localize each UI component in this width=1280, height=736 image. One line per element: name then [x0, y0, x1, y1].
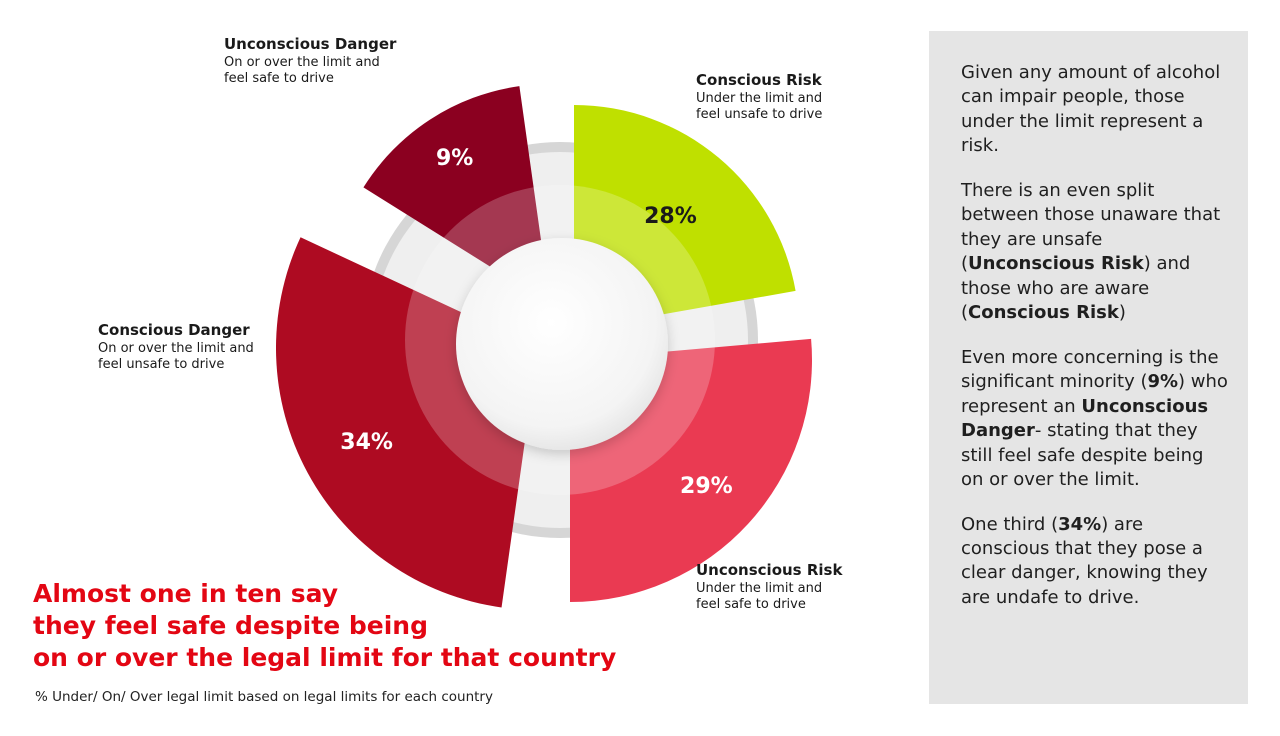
conscious-risk-label: Conscious Risk Under the limit and feel … [696, 71, 822, 124]
insight-panel: Given any amount of alcohol can impair p… [929, 31, 1248, 704]
conscious-danger-percent-label: 34% [340, 430, 393, 455]
unconscious-danger-desc-line-1: On or over the limit and [224, 54, 380, 70]
headline: Almost one in ten say they feel safe des… [33, 578, 693, 674]
conscious-risk-desc-line-1: Under the limit and [696, 90, 823, 106]
panel-text: One third ( [961, 513, 1059, 535]
panel-emphasis: Unconscious Danger [961, 395, 1209, 442]
panel-paragraph-1: Given any amount of alcohol can impair p… [961, 61, 1228, 159]
panel-emphasis: Unconscious Risk [968, 253, 1144, 275]
panel-emphasis: 9% [1147, 371, 1179, 393]
unconscious-danger-desc-line-2: feel safe to drive [224, 71, 334, 87]
headline-line-3: on or over the legal limit for that coun… [33, 643, 617, 672]
donut-chart: 28% 29% 34% 9% [276, 86, 812, 608]
unconscious-risk-label: Unconscious Risk Under the limit and fee… [696, 561, 842, 614]
unconscious-danger-label: Unconscious Danger On or over the limit … [224, 35, 396, 88]
panel-paragraph-4: One third (34%) are conscious that they … [961, 513, 1228, 611]
conscious-risk-percent-label: 28% [644, 204, 697, 229]
panel-text: - stating that they still feel safe desp… [961, 420, 1204, 491]
panel-paragraph-2: There is an even split between those una… [961, 179, 1228, 326]
panel-text: ) [1118, 302, 1126, 324]
panel-text: ) who represent an [961, 371, 1228, 417]
center-hub [456, 238, 668, 450]
panel-text: Even more concerning is the significant … [961, 346, 1219, 393]
unconscious-risk-desc-line-1: Under the limit and [696, 580, 823, 596]
conscious-danger-desc-line-1: On or over the limit and [98, 340, 254, 356]
conscious-danger-desc-line-2: feel unsafe to drive [98, 357, 225, 373]
headline-line-1: Almost one in ten say [33, 579, 339, 608]
unconscious-risk-desc-line-2: feel safe to drive [696, 597, 806, 613]
footnote: % Under/ On/ Over legal limit based on l… [35, 689, 493, 705]
conscious-danger-label: Conscious Danger On or over the limit an… [98, 321, 254, 374]
headline-line-2: they feel safe despite being [33, 611, 428, 640]
conscious-risk-title: Conscious Risk [696, 71, 822, 89]
panel-emphasis: 34% [1058, 513, 1102, 535]
panel-emphasis: Conscious Risk [968, 302, 1119, 324]
conscious-danger-title: Conscious Danger [98, 321, 250, 339]
panel-text: ) and those who are aware ( [961, 253, 1191, 324]
unconscious-danger-title: Unconscious Danger [224, 35, 397, 53]
conscious-risk-desc-line-2: feel unsafe to drive [696, 107, 823, 123]
panel-text: Given any amount of alcohol can impair p… [961, 62, 1221, 157]
panel-text: ) are conscious that they pose a clear d… [961, 513, 1208, 608]
panel-paragraph-3: Even more concerning is the significant … [961, 346, 1228, 493]
unconscious-danger-percent-label: 9% [436, 146, 473, 171]
unconscious-risk-percent-label: 29% [680, 474, 733, 499]
panel-text: There is an even split between those una… [961, 179, 1221, 275]
unconscious-risk-title: Unconscious Risk [696, 561, 843, 579]
unconscious-danger-sector [363, 86, 550, 304]
